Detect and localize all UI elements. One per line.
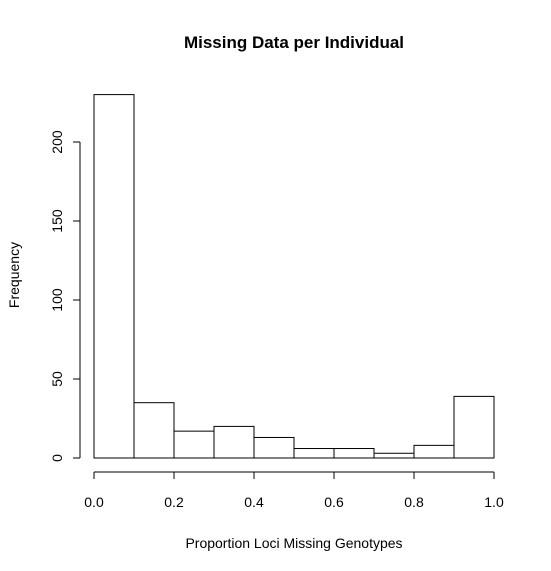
histogram-bar-2 [133, 402, 175, 459]
y-axis-label: Frequency [6, 242, 22, 308]
histogram-bar-9 [413, 444, 455, 459]
histogram-bar-4 [213, 425, 255, 459]
chart-title: Missing Data per Individual [184, 33, 404, 52]
x-tick-label: 0.0 [84, 494, 104, 510]
y-tick-label: 0 [49, 454, 65, 462]
x-axis-label: Proportion Loci Missing Genotypes [185, 535, 402, 551]
histogram-bar-1 [93, 94, 135, 459]
y-tick-label: 50 [49, 371, 65, 387]
x-tick-label: 0.4 [244, 494, 264, 510]
x-tick-label: 1.0 [484, 494, 504, 510]
x-tick-label: 0.8 [404, 494, 424, 510]
x-tick-label: 0.6 [324, 494, 344, 510]
histogram-bar-5 [253, 436, 295, 459]
histogram-bar-3 [173, 430, 215, 459]
histogram-bar-10 [453, 395, 495, 459]
y-tick-label: 200 [49, 130, 65, 154]
histogram-bar-6 [293, 448, 335, 459]
y-axis: 0 50 100 150 200 [49, 130, 81, 462]
histogram-bar-7 [333, 448, 375, 459]
x-axis: 0.0 0.2 0.4 0.6 0.8 1.0 [84, 471, 504, 510]
histogram-bar-8 [373, 452, 415, 459]
y-tick-label: 150 [49, 209, 65, 233]
bars-group [93, 94, 495, 459]
y-tick-label: 100 [49, 288, 65, 312]
x-tick-label: 0.2 [164, 494, 184, 510]
